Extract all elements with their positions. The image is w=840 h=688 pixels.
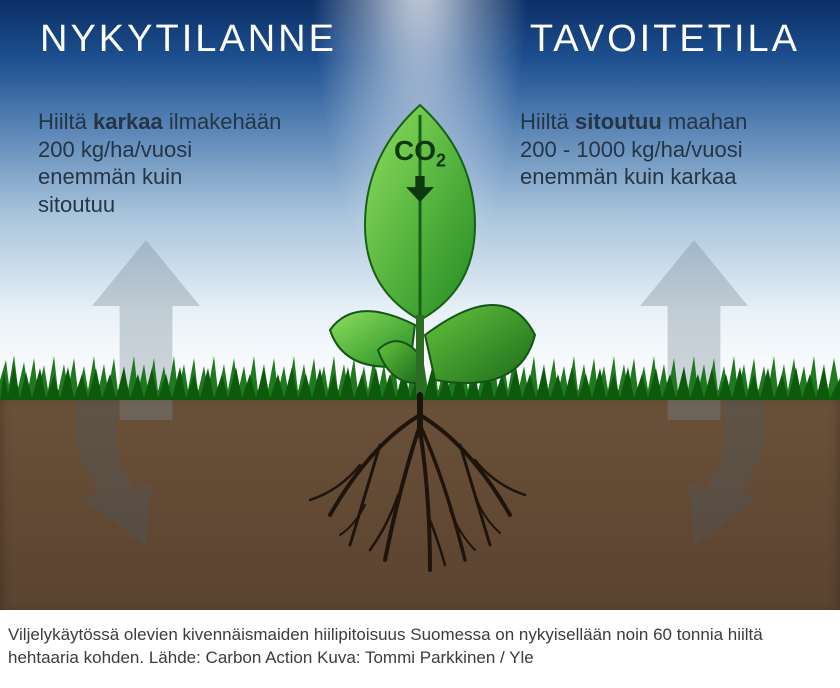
co2-down-arrow-icon [406,176,434,202]
down-arrow-right-icon [599,385,801,558]
desc-right-1b: sitoutuu [575,109,662,134]
desc-right-1c: maahan [662,109,748,134]
down-arrow-left-icon [39,385,241,558]
titles-row: NYKYTILANNE TAVOITETILA [0,18,840,61]
co2-sub: 2 [436,151,446,171]
caption: Viljelykäytössä olevien kivennäismaiden … [0,610,840,688]
desc-left-4: sitoutuu [38,192,115,217]
desc-left-3: enemmän kuin [38,164,182,189]
title-right: TAVOITETILA [530,18,800,61]
co2-text: CO [394,135,436,166]
figure: NYKYTILANNE TAVOITETILA Hiiltä karkaa il… [0,0,840,688]
desc-left-1b: karkaa [93,109,163,134]
co2-label: CO2 [394,135,446,202]
desc-left-2: 200 kg/ha/vuosi [38,137,192,162]
desc-left-1c: ilmakehään [163,109,282,134]
desc-left-1a: Hiiltä [38,109,93,134]
infographic: NYKYTILANNE TAVOITETILA Hiiltä karkaa il… [0,0,840,610]
title-left: NYKYTILANNE [40,18,337,61]
